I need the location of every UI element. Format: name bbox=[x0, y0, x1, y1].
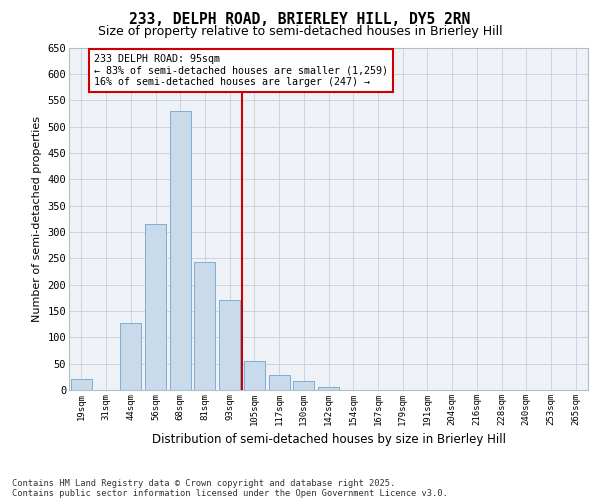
Y-axis label: Number of semi-detached properties: Number of semi-detached properties bbox=[32, 116, 42, 322]
Text: Contains HM Land Registry data © Crown copyright and database right 2025.: Contains HM Land Registry data © Crown c… bbox=[12, 478, 395, 488]
Bar bbox=[194, 262, 215, 390]
Bar bbox=[269, 374, 290, 390]
Bar bbox=[244, 361, 265, 390]
Bar bbox=[120, 322, 141, 390]
Bar bbox=[293, 380, 314, 390]
Bar bbox=[71, 380, 92, 390]
Bar bbox=[145, 224, 166, 390]
Bar bbox=[318, 388, 339, 390]
Text: Contains public sector information licensed under the Open Government Licence v3: Contains public sector information licen… bbox=[12, 488, 448, 498]
X-axis label: Distribution of semi-detached houses by size in Brierley Hill: Distribution of semi-detached houses by … bbox=[151, 434, 505, 446]
Text: 233, DELPH ROAD, BRIERLEY HILL, DY5 2RN: 233, DELPH ROAD, BRIERLEY HILL, DY5 2RN bbox=[130, 12, 470, 28]
Text: Size of property relative to semi-detached houses in Brierley Hill: Size of property relative to semi-detach… bbox=[98, 25, 502, 38]
Bar bbox=[219, 300, 240, 390]
Text: 233 DELPH ROAD: 95sqm
← 83% of semi-detached houses are smaller (1,259)
16% of s: 233 DELPH ROAD: 95sqm ← 83% of semi-deta… bbox=[94, 54, 388, 87]
Bar bbox=[170, 110, 191, 390]
